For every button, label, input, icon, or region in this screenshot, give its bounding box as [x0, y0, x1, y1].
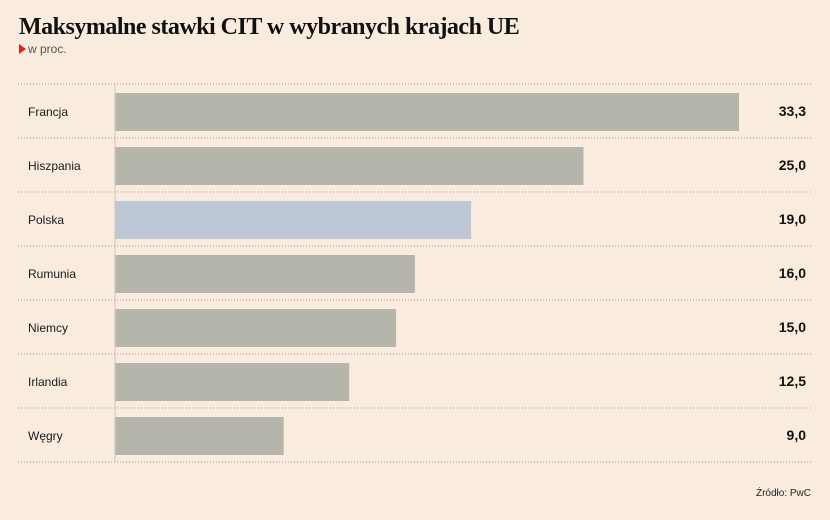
value-label: 16,0	[779, 265, 806, 281]
bar-polska	[115, 201, 472, 239]
chart-title: Maksymalne stawki CIT w wybranych krajac…	[19, 14, 520, 40]
bar-hiszpania	[115, 147, 584, 185]
value-label: 9,0	[787, 427, 807, 443]
chart-subtitle: w proc.	[19, 42, 67, 56]
unit-label: w proc.	[28, 42, 67, 56]
category-label: Polska	[28, 213, 64, 227]
category-label: Węgry	[28, 429, 63, 443]
value-label: 25,0	[779, 157, 806, 173]
category-label: Hiszpania	[28, 159, 81, 173]
value-label: 33,3	[779, 103, 806, 119]
value-label: 15,0	[779, 319, 806, 335]
red-triangle-icon	[19, 44, 26, 54]
source-note: Źródło: PwC	[755, 488, 811, 499]
bar-rumunia	[115, 255, 415, 293]
category-label: Irlandia	[28, 375, 68, 389]
category-label: Rumunia	[28, 267, 76, 281]
bar-francja	[115, 93, 739, 131]
bar-niemcy	[115, 309, 397, 347]
value-label: 19,0	[779, 211, 806, 227]
category-label: Niemcy	[28, 321, 68, 335]
value-label: 12,5	[779, 373, 806, 389]
bar-irlandia	[115, 363, 350, 401]
bar-węgry	[115, 417, 284, 455]
category-label: Francja	[28, 105, 68, 119]
